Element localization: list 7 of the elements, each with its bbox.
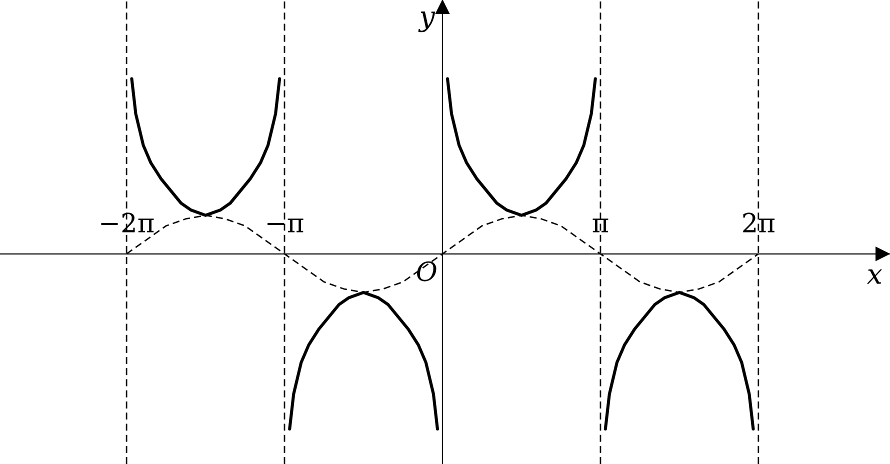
x-tick-label: π <box>592 218 608 232</box>
x-tick-label: 2π <box>743 212 775 232</box>
y-axis-title: y <box>418 12 436 32</box>
x-tick-label: −π <box>268 218 304 232</box>
annotation: O <box>417 261 436 282</box>
x-tick-label: −2π <box>101 212 154 232</box>
x-axis-title: x <box>866 269 882 284</box>
